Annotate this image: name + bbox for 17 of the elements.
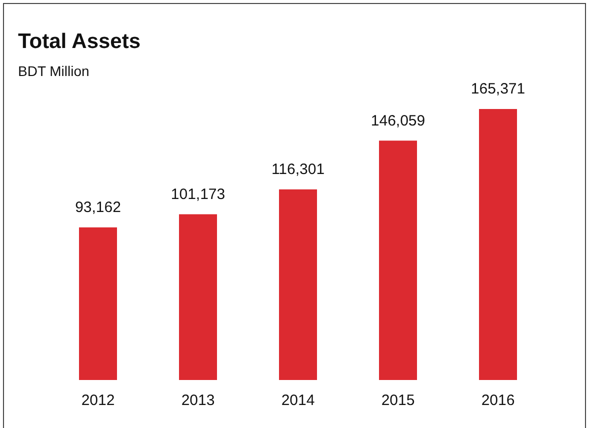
data-label: 116,301: [271, 161, 325, 178]
bar: [479, 108, 517, 380]
bar: [179, 214, 217, 380]
data-label: 93,162: [75, 198, 121, 216]
x-tick-label: 2016: [481, 392, 515, 410]
x-tick-label: 2012: [81, 392, 115, 410]
x-tick-label: 2014: [281, 392, 315, 410]
bar: [79, 227, 117, 380]
data-label: 165,371: [470, 80, 526, 98]
chart-subtitle: BDT Million: [18, 63, 90, 79]
bar: [379, 140, 417, 380]
x-tick-label: 2013: [181, 392, 215, 410]
x-tick-label: 2015: [381, 392, 415, 410]
bar: [279, 189, 317, 380]
data-label: 146,059: [370, 112, 426, 130]
data-label: 101,173: [170, 186, 226, 203]
chart-title: Total Assets: [18, 30, 141, 54]
